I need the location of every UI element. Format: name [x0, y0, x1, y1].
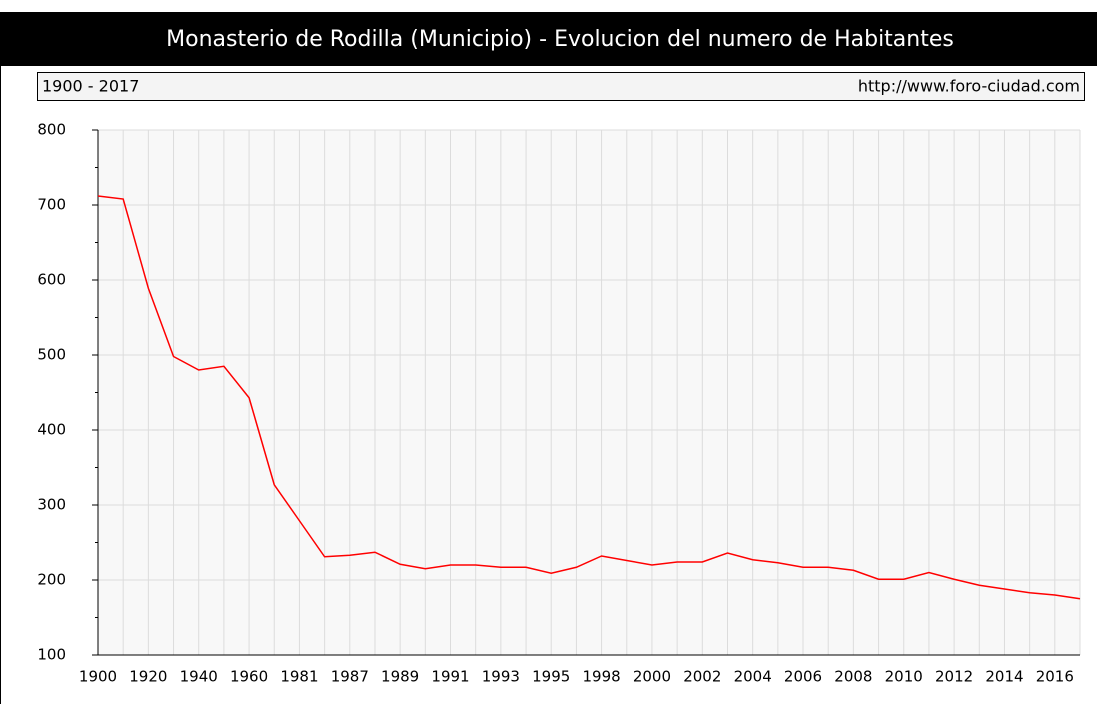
chart-title: Monasterio de Rodilla (Municipio) - Evol…	[166, 27, 954, 52]
x-tick-label: 1995	[532, 668, 570, 686]
x-tick-label: 2014	[985, 668, 1023, 686]
x-tick-label: 1998	[582, 668, 620, 686]
x-tick-label: 1993	[482, 668, 520, 686]
x-tick-label: 1981	[280, 668, 318, 686]
x-tick-label: 1940	[180, 668, 218, 686]
x-tick-label: 2000	[633, 668, 671, 686]
source: http://www.foro-ciudad.com	[858, 77, 1080, 96]
x-tick-label: 1991	[431, 668, 469, 686]
x-tick-label: 1920	[129, 668, 167, 686]
x-tick-label: 1900	[79, 668, 117, 686]
x-tick-label: 2002	[683, 668, 721, 686]
x-tick-label: 2008	[834, 668, 872, 686]
x-tick-label: 2004	[734, 668, 772, 686]
period: 1900 - 2017	[42, 77, 139, 96]
x-tick-label: 1960	[230, 668, 268, 686]
data-line	[97, 195, 1081, 600]
y-tick-label: 600	[37, 271, 66, 289]
x-tick-label: 2012	[935, 668, 973, 686]
x-tick-label: 2006	[784, 668, 822, 686]
x-tick-label: 2010	[885, 668, 923, 686]
x-tick-label: 1987	[331, 668, 369, 686]
y-tick-label: 400	[37, 421, 66, 439]
subtitle-box	[37, 72, 1085, 101]
y-tick-label: 100	[37, 646, 66, 664]
y-tick-label: 300	[37, 496, 66, 514]
x-tick-label: 1989	[381, 668, 419, 686]
y-tick-label: 700	[37, 196, 66, 214]
y-tick-label: 500	[37, 346, 66, 364]
y-tick-label: 200	[37, 571, 66, 589]
y-tick-label: 800	[37, 121, 66, 139]
x-tick-label: 2016	[1036, 668, 1074, 686]
title-bar	[0, 12, 1097, 66]
plot-area	[98, 130, 1080, 655]
